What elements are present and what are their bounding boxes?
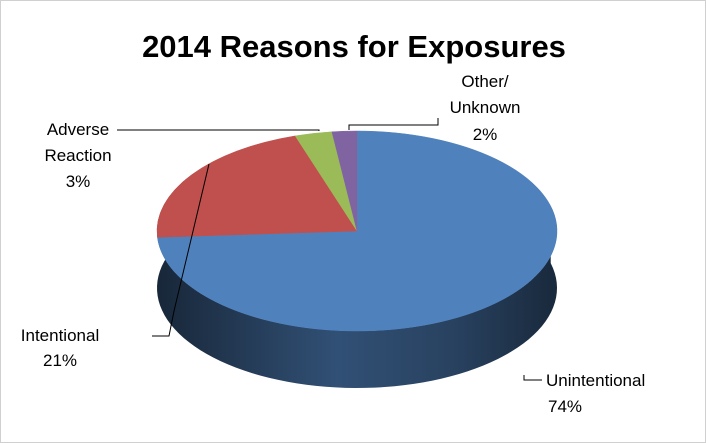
slice-value-label-2: 3% (66, 172, 91, 191)
leader-line-3 (348, 118, 439, 130)
slice-label-1-line-0: Intentional (21, 326, 99, 345)
slice-label-3-line-1: Unknown (450, 98, 521, 117)
leader-line-1 (152, 163, 210, 337)
pie-slice-intentional (156, 135, 358, 238)
slice-value-label-3: 2% (473, 125, 498, 144)
slice-label-2-line-0: Adverse (47, 120, 109, 139)
chart-title: 2014 Reasons for Exposures (142, 29, 566, 64)
slice-value-label-0: 74% (548, 397, 582, 416)
slice-label-3-line-0: Other/ (461, 72, 509, 91)
leader-line-2 (117, 129, 320, 131)
slice-label-2-line-1: Reaction (44, 146, 111, 165)
slice-label-0-line-0: Unintentional (546, 371, 645, 390)
slice-value-label-1: 21% (43, 351, 77, 370)
leader-line-0 (523, 375, 542, 381)
pie-side-wall (157, 177, 557, 388)
pie-slice-other-unknown (331, 130, 358, 232)
